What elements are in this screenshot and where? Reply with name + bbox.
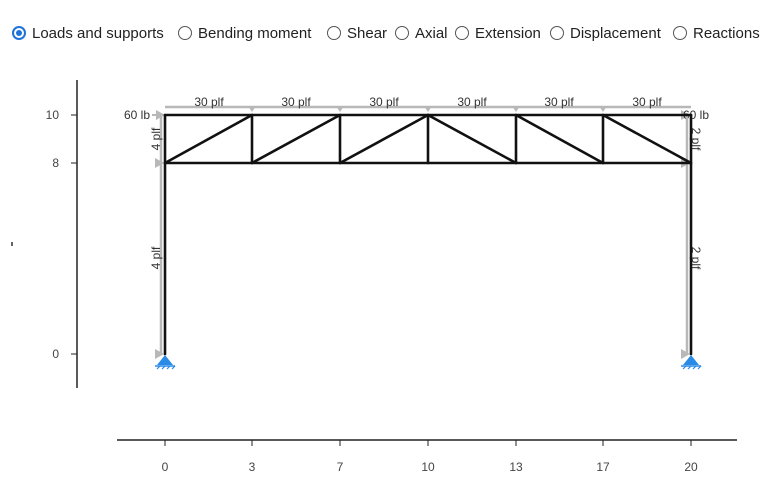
x-tick-label: 0 xyxy=(162,460,169,474)
lateral-load-arrow-icon xyxy=(681,349,690,359)
diagonal-web xyxy=(250,113,342,165)
diagonal-web xyxy=(601,113,693,165)
left-lower-column-load-label: 4 plf xyxy=(149,246,163,269)
diagonal-web xyxy=(426,113,518,165)
truss-members xyxy=(163,113,693,356)
load-arrow-icon xyxy=(248,106,256,112)
load-arrow-icon xyxy=(424,106,432,112)
radio-label: Bending moment xyxy=(198,24,312,42)
x-ticks: 0 3 7 10 13 17 20 xyxy=(162,440,698,474)
radio-unselected-icon[interactable] xyxy=(395,26,409,40)
y-tick-label: 8 xyxy=(52,156,59,170)
radio-displacement[interactable]: Displacement xyxy=(550,22,661,44)
radio-label: Axial xyxy=(415,24,448,42)
x-tick-label: 10 xyxy=(421,460,435,474)
pin-support-icon xyxy=(683,355,699,365)
x-tick-label: 13 xyxy=(509,460,523,474)
top-load-label: 30 plf xyxy=(194,95,224,109)
y-tick-label: 0 xyxy=(52,347,59,361)
radio-label: Extension xyxy=(475,24,541,42)
radio-label: Reactions xyxy=(693,24,760,42)
top-load-label: 30 plf xyxy=(281,95,311,109)
radio-axial[interactable]: Axial xyxy=(395,22,448,44)
pin-support-icon xyxy=(157,355,173,365)
right-support xyxy=(681,355,702,370)
radio-label: Displacement xyxy=(570,24,661,42)
top-load-label: 30 plf xyxy=(632,95,662,109)
load-arrow-icon xyxy=(512,106,520,112)
radio-unselected-icon[interactable] xyxy=(673,26,687,40)
top-load-label: 30 plf xyxy=(369,95,399,109)
top-load-label: 30 plf xyxy=(457,95,487,109)
left-point-load-label: 60 lb xyxy=(124,108,150,122)
y-tick-label: 10 xyxy=(46,108,60,122)
radio-unselected-icon[interactable] xyxy=(178,26,192,40)
radio-bending-moment[interactable]: Bending moment xyxy=(178,22,311,44)
x-tick-label: 3 xyxy=(249,460,256,474)
x-tick-label: 7 xyxy=(337,460,344,474)
right-point-load-label: 60 lb xyxy=(683,108,709,122)
radio-label: Shear xyxy=(347,24,388,42)
radio-selected-icon[interactable] xyxy=(12,26,26,40)
radio-shear[interactable]: Shear xyxy=(327,22,387,44)
diagonal-web xyxy=(514,113,605,165)
load-arrow-icon xyxy=(599,106,607,112)
x-tick-label: 17 xyxy=(596,460,610,474)
radio-unselected-icon[interactable] xyxy=(550,26,564,40)
loads-layer: 60 lb 60 lb 30 plf 30 plf 30 plf 30 plf … xyxy=(124,95,709,359)
radio-extension[interactable]: Extension xyxy=(455,22,541,44)
radio-unselected-icon[interactable] xyxy=(455,26,469,40)
radio-reactions[interactable]: Reactions xyxy=(673,22,760,44)
load-arrow-icon xyxy=(336,106,344,112)
y-ticks: 10 8 0 xyxy=(46,108,77,361)
right-lower-column-load-label: 2 plf xyxy=(689,247,703,270)
radio-loads-and-supports[interactable]: Loads and supports xyxy=(12,22,164,44)
diagonal-web xyxy=(163,113,254,165)
left-support xyxy=(155,355,176,370)
x-tick-label: 20 xyxy=(684,460,698,474)
diagonal-web xyxy=(338,113,430,165)
lateral-load-arrow-icon xyxy=(155,349,164,359)
top-load-label: 30 plf xyxy=(544,95,574,109)
view-option-bar: Loads and supports Bending moment Shear … xyxy=(0,0,782,64)
lateral-load-arrow-icon xyxy=(155,158,164,168)
radio-unselected-icon[interactable] xyxy=(327,26,341,40)
left-upper-column-load-label: 4 plf xyxy=(149,127,163,150)
right-upper-column-load-label: 2 plf xyxy=(689,128,703,151)
radio-label: Loads and supports xyxy=(32,24,164,42)
